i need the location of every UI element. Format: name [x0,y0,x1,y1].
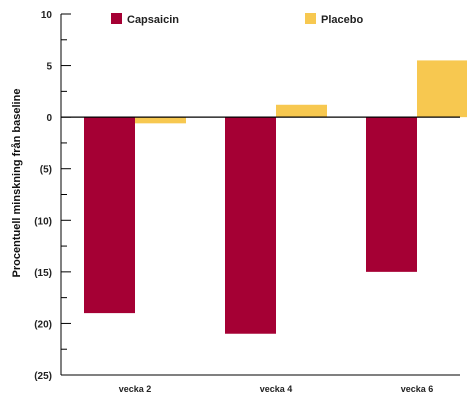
x-axis: vecka 2 vecka 4 vecka 6 [61,116,460,394]
y-tick-label: (5) [40,165,52,176]
legend-label-capsaicin: Capsaicin [127,14,179,26]
y-axis: 10 5 0 (5) (10) (15) (20) (25) [34,10,71,382]
y-axis-label: Procentuell minskning från baseline [11,89,23,278]
bar-placebo-vecka-6 [417,60,467,118]
legend: Capsaicin Placebo [111,13,363,26]
x-tick-label: vecka 4 [260,384,293,394]
bar-capsaicin-vecka-4 [225,117,276,334]
y-tick-label: 10 [41,10,53,21]
y-tick-label: 0 [46,113,52,124]
bar-capsaicin-vecka-6 [366,117,417,272]
bar-placebo-vecka-2 [135,117,186,124]
y-tick-label: 5 [46,62,52,73]
legend-swatch-placebo [305,13,316,24]
y-tick-label: (20) [34,319,52,330]
x-tick-label: vecka 2 [119,384,152,394]
bars [84,60,467,334]
legend-label-placebo: Placebo [321,14,363,26]
x-tick-label: vecka 6 [401,384,434,394]
y-tick-label: (15) [34,268,52,279]
bar-capsaicin-vecka-2 [84,117,135,314]
y-tick-label: (25) [34,371,52,382]
bar-placebo-vecka-4 [276,104,327,118]
y-tick-label: (10) [34,216,52,227]
legend-swatch-capsaicin [111,13,122,24]
